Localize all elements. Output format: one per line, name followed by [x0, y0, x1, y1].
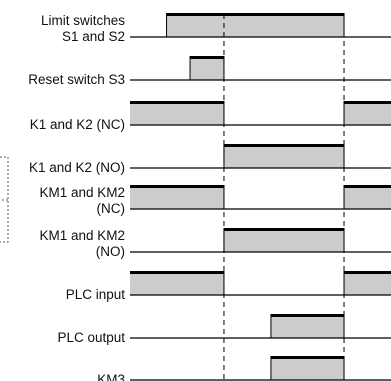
signal-plc-input: PLC input	[66, 271, 391, 302]
signal-k1-k2-nc: K1 and K2 (NC)	[30, 101, 391, 132]
signal-label: Reset switch S3	[28, 72, 125, 87]
pulse	[130, 185, 225, 209]
pulse	[223, 228, 345, 252]
signal-label: S1 and S2	[62, 29, 125, 44]
signal-label: KM1 and KM2	[39, 228, 125, 243]
pulse	[130, 271, 225, 295]
pulse	[343, 185, 391, 209]
left-bracket	[0, 156, 9, 243]
signal-reset-switch: Reset switch S3	[28, 56, 391, 87]
signal-label: KM3	[97, 372, 125, 381]
signal-label: PLC output	[57, 330, 125, 345]
signal-label: K1 and K2 (NC)	[30, 117, 125, 132]
signal-label: (NC)	[97, 201, 126, 216]
signal-label: Limit switches	[41, 13, 125, 28]
signal-label: KM1 and KM2	[39, 185, 125, 200]
signal-km3: KM3	[97, 356, 391, 381]
pulse	[189, 56, 225, 80]
signal-label: (NO)	[96, 244, 125, 259]
pulse	[343, 271, 391, 295]
pulse	[343, 101, 391, 125]
pulse	[166, 13, 345, 37]
pulse	[270, 356, 345, 380]
signal-label: K1 and K2 (NO)	[29, 160, 125, 175]
signal-km1-km2-no: KM1 and KM2(NO)	[39, 228, 391, 259]
pulse	[270, 314, 345, 338]
pulse	[223, 144, 345, 168]
signal-k1-k2-no: K1 and K2 (NO)	[29, 144, 391, 175]
markers-layer	[223, 14, 345, 381]
signal-km1-km2-nc: KM1 and KM2(NC)	[39, 185, 391, 216]
signal-label: PLC input	[66, 287, 126, 302]
pulse	[130, 101, 225, 125]
